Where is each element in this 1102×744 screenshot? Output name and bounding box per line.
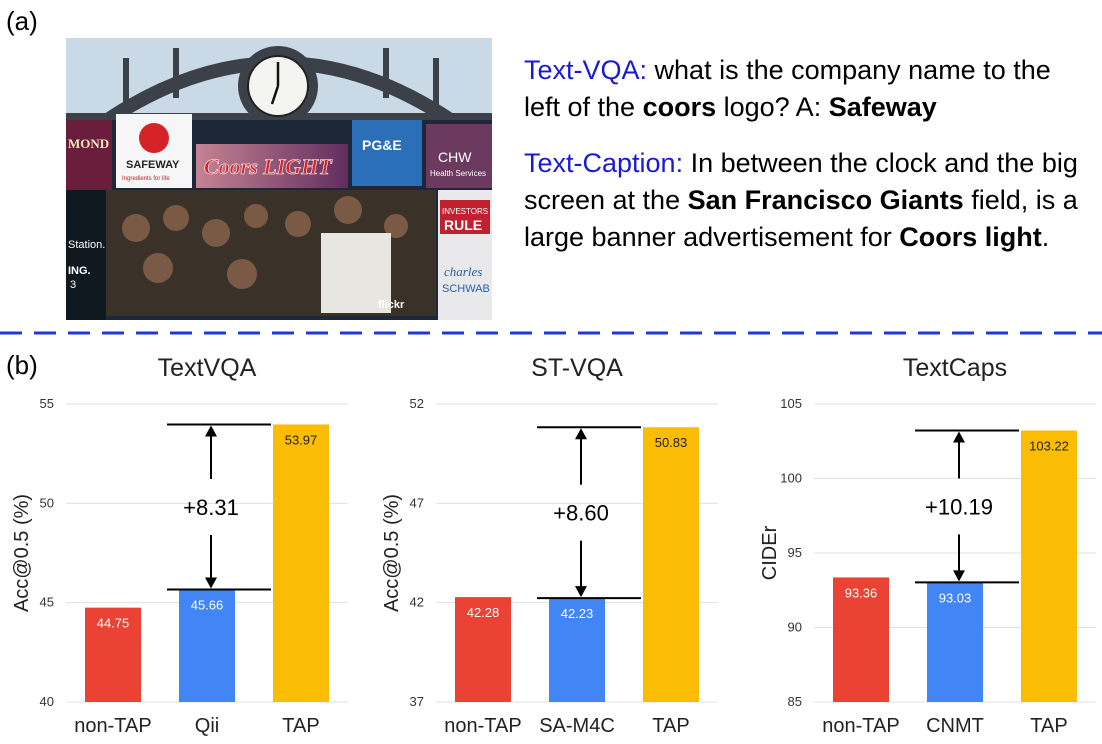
caption-part1: In between the clock and the big screen …	[524, 148, 1078, 215]
sign-charles: charles	[444, 264, 482, 279]
y-tick-label: 100	[780, 471, 802, 486]
y-tick-label: 37	[410, 694, 424, 709]
bar-non-tap	[455, 597, 511, 702]
bar-value-label: 50.83	[655, 435, 688, 450]
arrow-head-down	[205, 577, 217, 589]
vqa-answer: Safeway	[828, 92, 937, 122]
bar-value-label: 44.75	[97, 616, 130, 631]
sign-flickr: flickr	[378, 299, 405, 311]
sign-3: 3	[70, 279, 76, 291]
arrow-head-down	[575, 586, 587, 598]
x-tick-label: non-TAP	[74, 715, 151, 737]
chart-title: TextVQA	[158, 354, 257, 382]
sign-ing: ING.	[68, 265, 91, 277]
y-tick-label: 52	[410, 396, 424, 411]
caption-tag: Text-Caption:	[524, 148, 684, 178]
arrow-head-up	[205, 425, 217, 437]
chart-title: ST-VQA	[531, 354, 623, 382]
y-tick-label: 105	[780, 396, 802, 411]
vqa-question-part1: what is the company name to the left of …	[524, 55, 1051, 122]
x-tick-label: TAP	[1030, 715, 1067, 737]
y-tick-label: 42	[410, 595, 424, 610]
bar-qii	[179, 589, 235, 702]
bar-non-tap	[833, 577, 889, 702]
y-tick-label: 85	[788, 694, 802, 709]
chart-stvqa: ST-VQA Acc@0.5 (%) 37 42 47 52 42.28 non-TAP 42.…	[381, 354, 718, 737]
sign-pge: PG&E	[362, 137, 402, 153]
sign-chw: CHW	[438, 149, 472, 165]
arrow-head-down	[953, 570, 965, 582]
y-tick-label: 55	[40, 396, 54, 411]
annotation-delta-label: +8.60	[553, 501, 609, 526]
x-tick-label: non-TAP	[822, 715, 899, 737]
bar-tap	[643, 427, 699, 702]
y-tick-label: 40	[40, 694, 54, 709]
bar-value-label: 93.03	[939, 590, 972, 605]
bar-value-label: 103.22	[1029, 439, 1069, 454]
x-tick-label: TAP	[652, 715, 689, 737]
arrow-head-up	[953, 431, 965, 443]
caption-bold-giants: San Francisco Giants	[687, 185, 964, 215]
y-tick-label: 90	[788, 620, 802, 635]
caption-bold-coors: Coors light	[899, 222, 1042, 252]
sign-station: Station.	[68, 239, 105, 251]
x-tick-label: CNMT	[926, 715, 984, 737]
sign-chw-sub: Health Services	[430, 169, 486, 178]
sign-investors: INVESTORS	[442, 207, 488, 216]
y-tick-label: 47	[410, 495, 424, 510]
x-tick-label: TAP	[282, 715, 319, 737]
y-tick-label: 50	[40, 495, 54, 510]
x-tick-label: Qii	[195, 715, 219, 737]
annotation-delta-label: +10.19	[925, 494, 993, 519]
caption-part2: field, is a large banner advertisement f…	[524, 185, 1078, 252]
stadium-scoreboard-photo: MOND SAFEWAY Ingredients for life Coors …	[66, 38, 492, 320]
x-tick-label: non-TAP	[444, 715, 521, 737]
bar-non-tap	[85, 607, 141, 702]
sign-schwab: SCHWAB	[442, 283, 490, 295]
bar-tap	[273, 424, 329, 702]
bar-value-label: 42.23	[561, 606, 594, 621]
bar-tap	[1021, 430, 1077, 702]
panel-b-label: (b)	[6, 350, 38, 380]
bar-cnmt	[927, 582, 983, 702]
arrow-head-up	[575, 428, 587, 440]
vqa-tag: Text-VQA:	[524, 55, 648, 85]
caption-text: Text-Caption: In between the clock and t…	[524, 145, 1094, 256]
sign-mond: MOND	[68, 136, 109, 151]
section-divider	[0, 331, 1102, 335]
caption-part3: .	[1041, 222, 1050, 252]
x-tick-label: SA-M4C	[539, 715, 615, 737]
bar-value-label: 42.28	[467, 605, 500, 620]
bar-value-label: 93.36	[845, 585, 878, 600]
panel-a-label: (a)	[6, 6, 38, 36]
vqa-bold-coors: coors	[642, 92, 717, 122]
vqa-question-part2: logo? A:	[716, 92, 829, 122]
sign-coors: Coors LIGHT	[204, 154, 333, 179]
chart-textcaps: TextCaps CIDEr 85 90 95 100 105 93.36 non-TAP 93.…	[759, 354, 1096, 737]
y-tick-label: 45	[40, 595, 54, 610]
sign-safeway: SAFEWAY	[126, 159, 180, 171]
y-axis-label: CIDEr	[759, 525, 781, 580]
sign-rule: RULE	[444, 217, 482, 233]
chart-textvqa: TextVQA Acc@0.5 (%) 40 45 50 55 44.75 non-TAP 45…	[11, 354, 348, 737]
bar-value-label: 45.66	[191, 598, 224, 613]
bar-sa-m4c	[549, 598, 605, 702]
y-axis-label: Acc@0.5 (%)	[381, 494, 403, 612]
sign-safeway-tagline: Ingredients for life	[122, 176, 170, 182]
y-tick-label: 95	[788, 545, 802, 560]
chart-title: TextCaps	[903, 354, 1007, 382]
vqa-text: Text-VQA: what is the company name to th…	[524, 52, 1094, 126]
bar-value-label: 53.97	[285, 432, 318, 447]
annotation-delta-label: +8.31	[183, 495, 239, 520]
y-axis-label: Acc@0.5 (%)	[11, 494, 33, 612]
